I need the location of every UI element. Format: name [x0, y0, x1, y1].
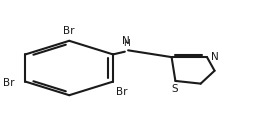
Text: Br: Br	[3, 78, 14, 88]
Text: Br: Br	[63, 26, 75, 36]
Text: H: H	[122, 39, 129, 48]
Text: N: N	[210, 52, 217, 62]
Text: N: N	[122, 35, 130, 46]
Text: S: S	[171, 84, 178, 94]
Text: Br: Br	[115, 87, 126, 97]
